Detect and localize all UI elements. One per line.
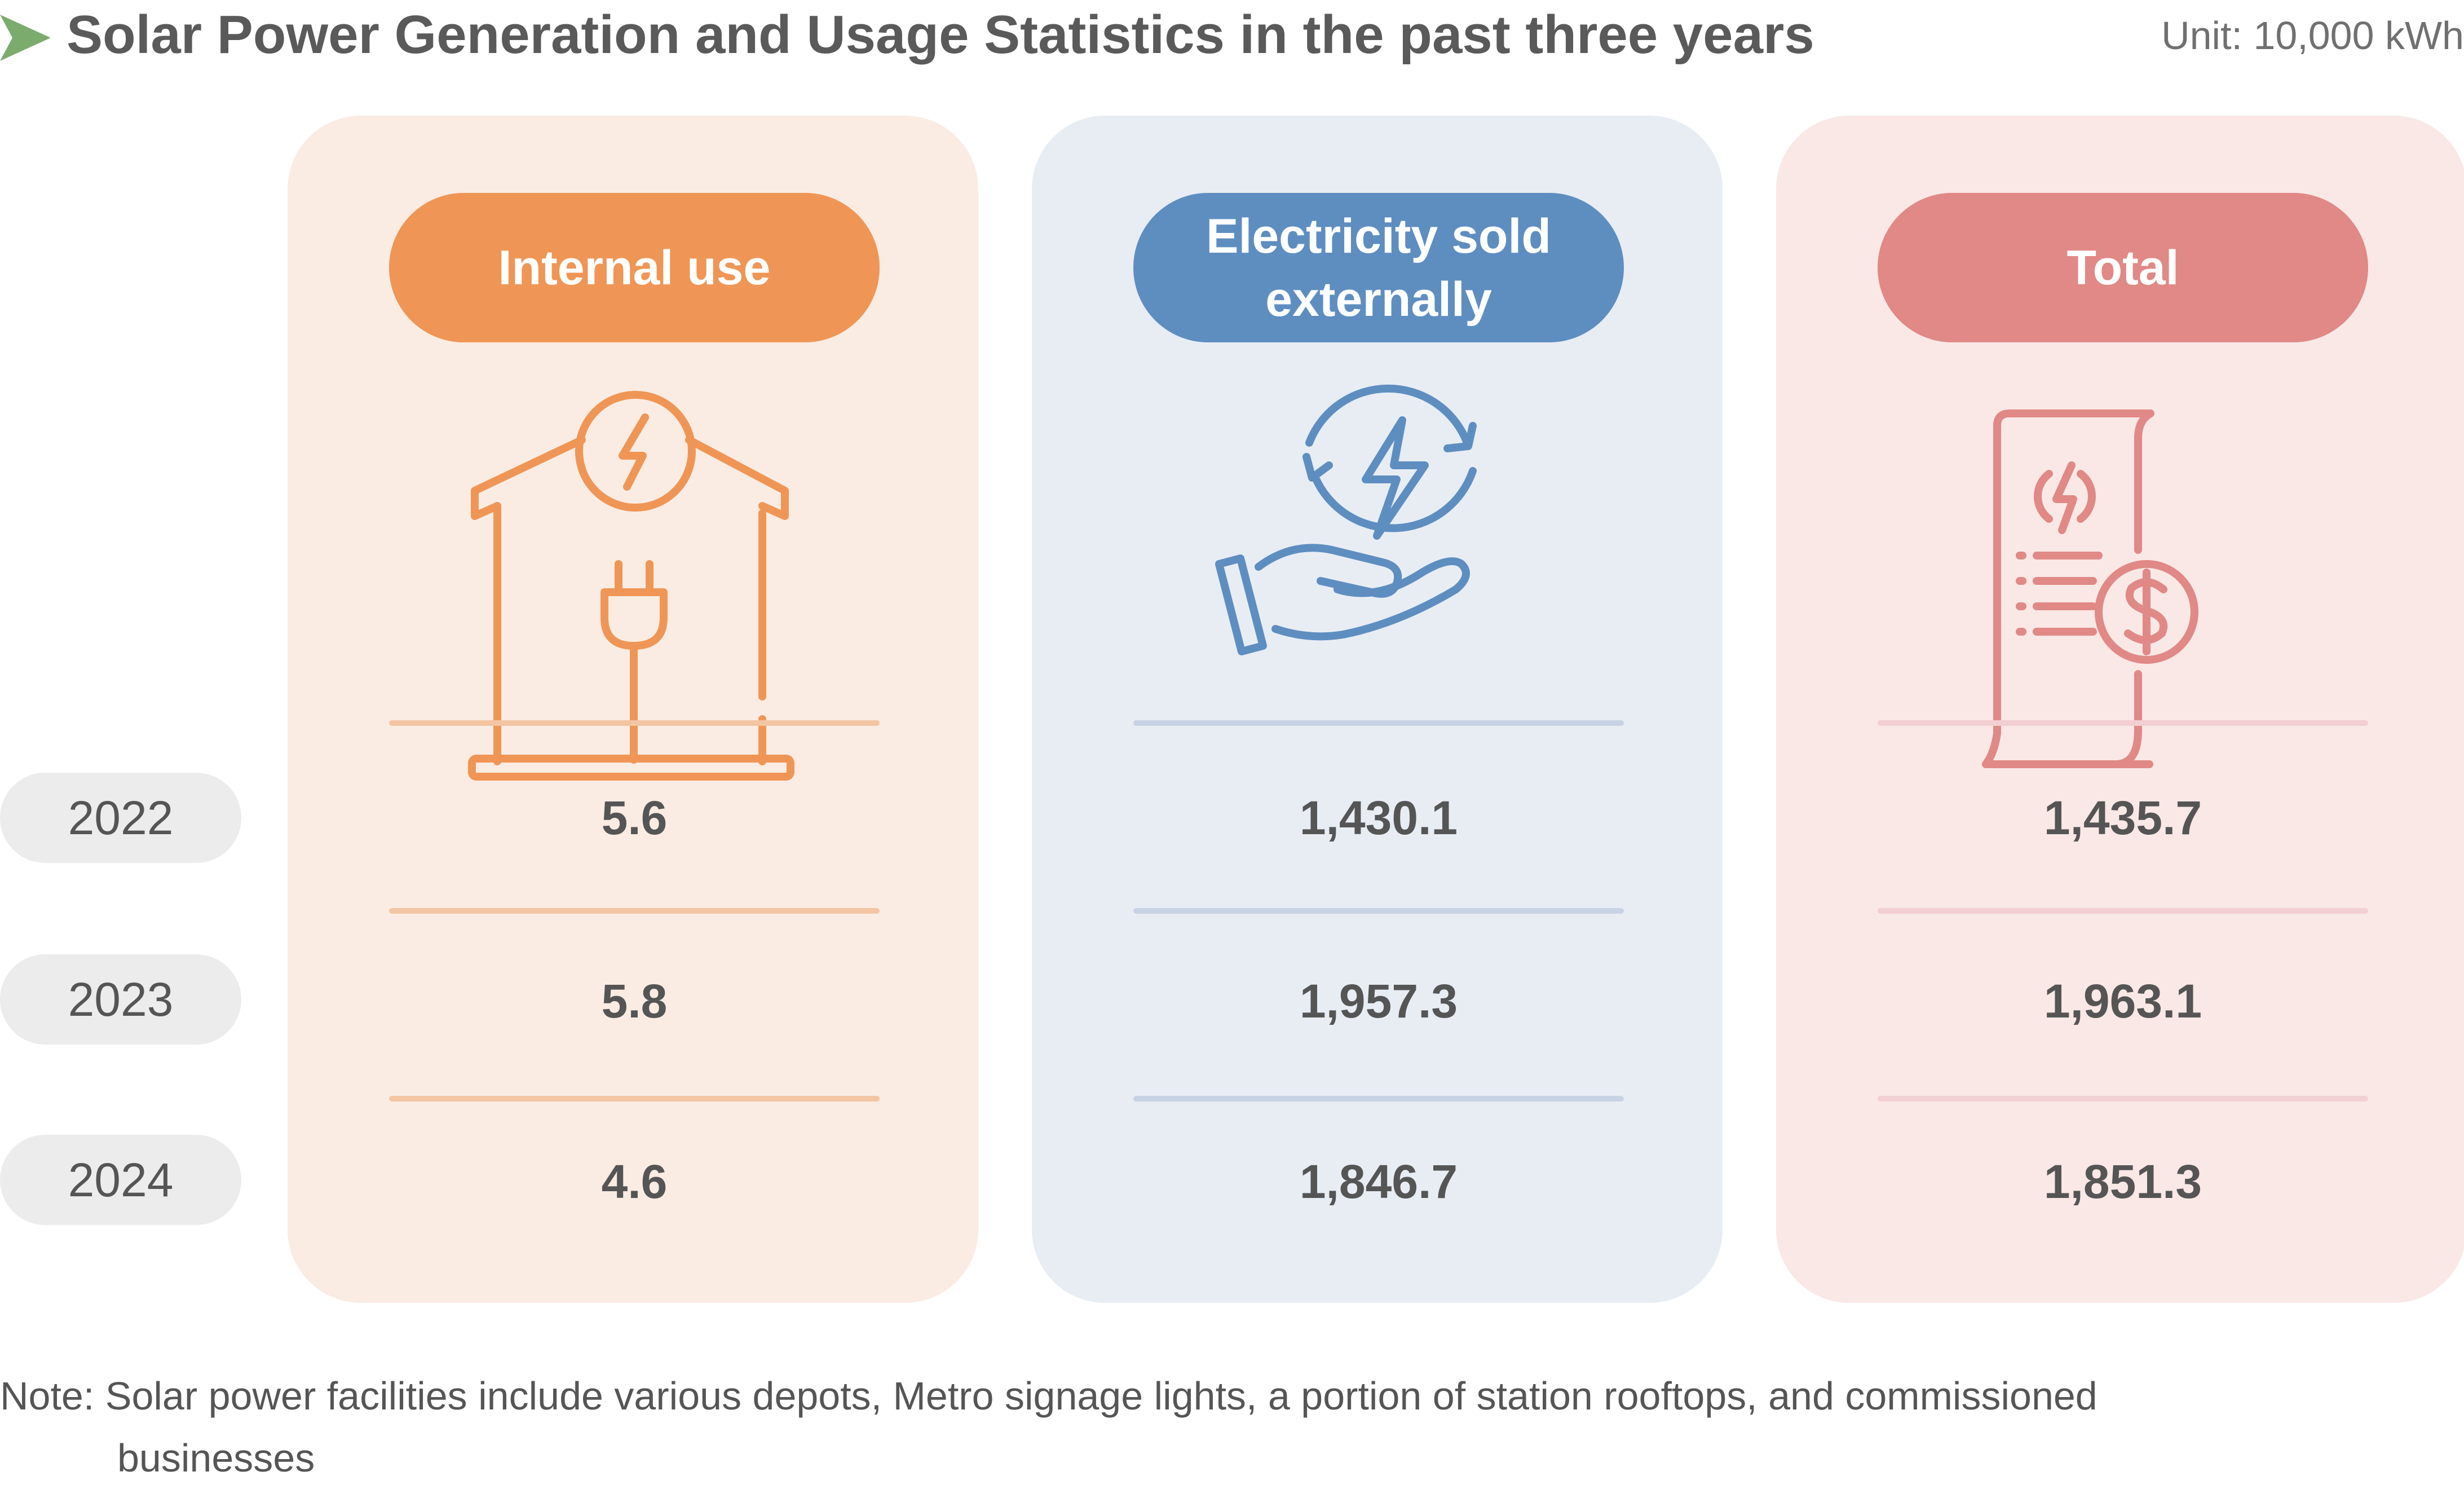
total-2023-value: 1,963.1 [2043,975,2202,1028]
internal-use-2023-value: 5.8 [601,975,668,1028]
footnote-line-2: businesses [117,1436,315,1480]
hand-energy-icon [1215,384,1477,655]
internal-use-header: Internal use [389,193,880,342]
divider [389,1096,880,1102]
unit-label: Unit: 10,000 kWh [2161,14,2464,58]
divider [389,720,880,726]
electricity-sold-2023-value: 1,957.3 [1299,975,1458,1028]
electricity-sold-header: Electricity sold externally [1133,193,1624,342]
internal-use-label: Internal use [498,240,771,295]
divider [1878,1096,2368,1102]
house-plug-icon [468,391,794,781]
total-card: Total 1,435.7 1,963.1 1,851.3 [1776,116,2464,1303]
year-label-2022: 2022 [0,773,241,863]
electricity-sold-label: Electricity sold externally [1206,209,1551,327]
total-2022-value: 1,435.7 [2043,791,2202,844]
internal-use-card: Internal use 5.6 5.8 4.6 [288,116,978,1303]
year-label-2024: 2024 [0,1135,241,1225]
total-2024-value: 1,851.3 [2043,1155,2202,1208]
total-label: Total [2066,240,2179,295]
divider [1133,1096,1624,1102]
chart-title: Solar Power Generation and Usage Statist… [67,5,1814,65]
electricity-sold-2024-value: 1,846.7 [1299,1155,1458,1208]
divider [1133,720,1624,726]
total-header: Total [1878,193,2368,342]
divider [1878,908,2368,914]
electricity-sold-2022-value: 1,430.1 [1299,791,1458,844]
divider [389,908,880,914]
electricity-sold-card: Electricity sold externally 1,430.1 1,95… [1032,116,1723,1303]
internal-use-2022-value: 5.6 [601,791,668,844]
footnote: Note: Solar power facilities include var… [0,1365,2425,1489]
year-label-2023: 2023 [0,954,241,1045]
divider [1878,720,2368,726]
internal-use-2024-value: 4.6 [601,1155,668,1208]
divider [1133,908,1624,914]
footnote-line-1: Note: Solar power facilities include var… [0,1374,2098,1418]
electricity-bill-icon [1982,409,2198,768]
title-arrow-icon [0,15,51,61]
title-row: Solar Power Generation and Usage Statist… [0,0,2464,73]
